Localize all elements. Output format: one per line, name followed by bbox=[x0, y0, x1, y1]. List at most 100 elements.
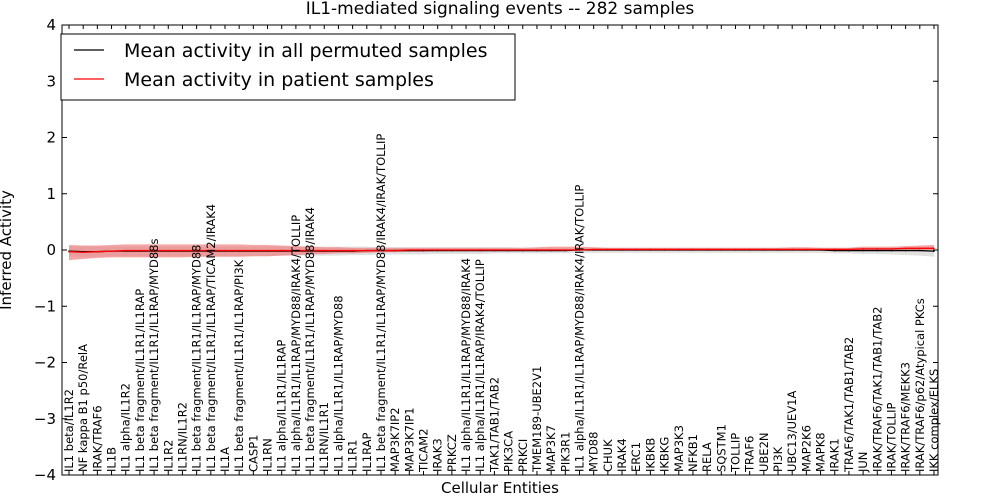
patient-mean-point bbox=[337, 249, 340, 252]
x-tick-label: IRAK/TRAF6/TAK1/TAB1/TAB2 bbox=[870, 307, 884, 472]
x-tick-label: MYD88 bbox=[587, 432, 601, 472]
permuted-mean-point bbox=[890, 249, 893, 252]
x-tick-label: TOLLIP bbox=[728, 433, 742, 473]
x-tick-label: IRAK1 bbox=[828, 438, 842, 472]
x-tick-label: IL1 beta fragment/IL1R1/IL1RAP/TICAM2/IR… bbox=[204, 204, 218, 472]
patient-mean-point bbox=[96, 250, 99, 253]
y-tick-label: −3 bbox=[34, 410, 56, 428]
x-tick-label: IL1RN/IL1R1 bbox=[317, 402, 331, 472]
x-tick-label: TRAF6 bbox=[743, 436, 757, 473]
y-tick-label: −2 bbox=[34, 354, 56, 372]
patient-mean-point bbox=[224, 249, 226, 252]
permuted-mean-point bbox=[876, 249, 879, 252]
x-tick-label: IRAK/TRAF6/MEKK3 bbox=[899, 362, 913, 472]
permuted-mean-point bbox=[833, 249, 836, 252]
x-tick-label: PI3K bbox=[771, 446, 785, 472]
x-tick-label: IKBKG bbox=[658, 437, 672, 472]
x-tick-label: IL1R2 bbox=[161, 440, 175, 472]
x-tick-label: IL1 alpha/IL1R1/IL1RAP bbox=[275, 340, 289, 472]
x-tick-label: IL1 alpha/IL1R1/IL1RAP/MYD88 bbox=[331, 295, 345, 472]
y-tick-label: 0 bbox=[46, 241, 56, 259]
y-tick-label: 1 bbox=[46, 185, 56, 203]
patient-mean-point bbox=[280, 249, 283, 252]
patient-mean-point bbox=[919, 247, 921, 250]
patient-mean-point bbox=[862, 248, 864, 250]
patient-mean-point bbox=[706, 248, 708, 251]
patient-mean-point bbox=[536, 249, 538, 251]
patient-mean-point bbox=[110, 250, 113, 252]
x-tick-label: TMEM189-UBE2V1 bbox=[530, 366, 544, 473]
patient-mean-point bbox=[578, 249, 581, 251]
legend: Mean activity in all permuted samples Me… bbox=[60, 33, 516, 101]
patient-mean-point bbox=[748, 248, 751, 251]
patient-mean-point bbox=[153, 249, 155, 252]
patient-mean-point bbox=[124, 249, 127, 252]
x-tick-label: PRKCZ bbox=[445, 434, 459, 472]
patient-mean-point bbox=[819, 248, 822, 251]
patient-mean-point bbox=[904, 247, 907, 250]
x-tick-label: IRAK4 bbox=[615, 438, 629, 472]
x-tick-label: CASP1 bbox=[246, 435, 260, 472]
x-tick-label: IL1 beta fragment/IL1R1/IL1RAP/MYD88/IRA… bbox=[303, 207, 317, 472]
patient-mean-point bbox=[550, 249, 552, 251]
patient-mean-point bbox=[507, 249, 510, 251]
x-tick-label: IL1 beta fragment/IL1R1/IL1RAP/MYD88/IRA… bbox=[374, 134, 388, 472]
x-tick-label: IL1R1 bbox=[346, 440, 360, 472]
patient-mean-point bbox=[592, 248, 595, 251]
patient-mean-point bbox=[210, 249, 212, 252]
patient-mean-point bbox=[139, 249, 141, 252]
patient-mean-point bbox=[465, 249, 467, 251]
x-axis-label: Cellular Entities bbox=[441, 479, 559, 497]
x-tick-label: PIK3CA bbox=[502, 431, 516, 472]
x-tick-label: IL1 beta fragment/IL1R1/IL1RAP/MYD88s bbox=[147, 239, 161, 472]
y-axis: −4 −3 −2 −1 0 1 2 3 4 bbox=[34, 16, 938, 484]
patient-mean-point bbox=[451, 249, 453, 251]
x-tick-label: IL1 alpha/IL1R2 bbox=[119, 383, 133, 472]
x-tick-label: MAP3K7IP2 bbox=[388, 407, 402, 472]
patient-mean-point bbox=[252, 249, 255, 252]
x-tick-label: MAP3K7 bbox=[544, 425, 558, 472]
legend-box bbox=[60, 33, 516, 101]
x-tick-label: IL1RAP bbox=[360, 432, 374, 472]
patient-mean-point bbox=[521, 249, 524, 251]
x-tick-label: ERC1 bbox=[629, 442, 643, 472]
patient-mean-point bbox=[82, 251, 84, 254]
y-axis-label: Inferred Activity bbox=[0, 190, 15, 310]
patient-mean-point bbox=[833, 248, 836, 251]
patient-mean-point bbox=[394, 249, 396, 252]
patient-mean-point bbox=[876, 248, 879, 250]
x-tick-label: MAPK8 bbox=[814, 432, 828, 472]
x-tick-label: IL1RN bbox=[261, 438, 275, 472]
x-tick-label: IL1 alpha/IL1R1/IL1RAP/MYD88/IRAK4/TOLLI… bbox=[289, 215, 303, 472]
patient-mean-point bbox=[805, 248, 808, 251]
x-tick-label: RELA bbox=[700, 442, 714, 472]
patient-mean-point bbox=[493, 249, 496, 251]
patient-mean-point bbox=[167, 249, 170, 252]
x-tick-label: IL1 alpha/IL1R1/IL1RAP/MYD88/IRAK4 bbox=[459, 258, 473, 472]
x-axis: IL1 beta/IL1R2 NF kappa B1 p50/RelA IRAK/T… bbox=[62, 25, 941, 475]
patient-mean-point bbox=[677, 248, 680, 251]
patient-mean-point bbox=[635, 248, 638, 251]
patient-mean-point bbox=[380, 249, 382, 252]
x-tick-label: IL1 beta fragment/IL1R1/IL1RAP/MYD88 bbox=[190, 245, 204, 472]
x-tick-label: IL1 alpha/IL1R1/IL1RAP/IRAK4/TOLLIP bbox=[473, 259, 487, 472]
patient-mean-point bbox=[238, 249, 240, 252]
permuted-mean-point bbox=[848, 249, 850, 252]
x-tick-label: IL1A bbox=[218, 447, 232, 472]
x-tick-label: TRAF6/TAK1/TAB1/TAB2 bbox=[842, 337, 856, 473]
patient-mean-point bbox=[422, 249, 425, 251]
patient-mean-point bbox=[621, 248, 623, 251]
x-tick-label: UBC13/UEV1A bbox=[785, 390, 799, 472]
series-lines bbox=[68, 247, 935, 254]
patient-mean-point bbox=[663, 248, 666, 251]
patient-mean-point bbox=[890, 248, 893, 250]
permuted-mean-point bbox=[904, 249, 907, 252]
x-tick-label: IL1RN/IL1R2 bbox=[175, 402, 189, 472]
patient-mean-point bbox=[692, 248, 694, 251]
patient-mean-point bbox=[763, 248, 765, 251]
x-tick-label: IL1 beta fragment/IL1R1/IL1RAP/PI3K bbox=[232, 259, 246, 472]
patient-mean-line bbox=[68, 247, 934, 253]
patient-mean-point bbox=[933, 247, 935, 250]
permuted-mean-point bbox=[862, 249, 864, 252]
